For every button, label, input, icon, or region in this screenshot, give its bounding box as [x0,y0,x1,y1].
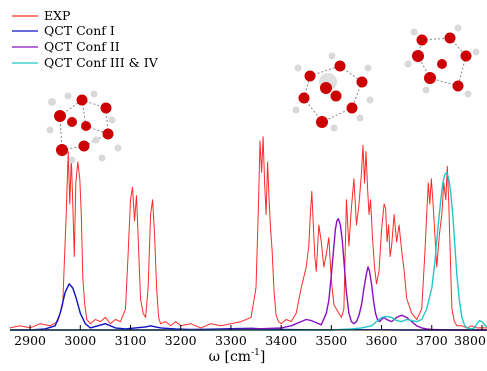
water-cluster-illustration-c [404,24,480,98]
x-axis-label-exponent: -1 [251,348,260,358]
x-tick-label-5: 3400 [265,333,297,348]
x-tick-label-7: 3600 [366,333,398,348]
x-axis-label: ω [cm-1] [209,348,266,365]
series-line-3 [10,171,487,331]
legend-label-conf-iii-iv: QCT Conf III & IV [44,55,159,70]
series-line-0 [9,136,487,329]
x-tick-label-0: 2900 [14,333,46,348]
x-tick-label-3: 3200 [165,333,197,348]
series-layer [9,136,487,331]
x-tick-label-4: 3300 [215,333,247,348]
x-axis-label-close: ] [260,349,265,365]
x-tick-label-1: 3000 [64,333,96,348]
x-tick-label-6: 3500 [315,333,347,348]
legend-label-conf-ii: QCT Conf II [44,39,120,54]
legend: EXP QCT Conf I QCT Conf II QCT Conf III … [12,8,159,70]
water-cluster-illustration-b [292,52,374,132]
x-tick-label-9: 3800 [454,333,486,348]
series-line-2 [10,217,487,331]
water-cluster-illustration-a [46,90,122,164]
x-tick-label-8: 3700 [416,333,448,348]
x-tick-label-2: 3100 [115,333,147,348]
x-tick-layer: 2900 3000 3100 3200 3300 3400 3500 3600 3700 3800 [14,325,486,348]
legend-label-exp: EXP [44,8,70,23]
legend-label-conf-i: QCT Conf I [44,23,115,38]
x-axis-label-text: ω [cm [209,349,251,365]
